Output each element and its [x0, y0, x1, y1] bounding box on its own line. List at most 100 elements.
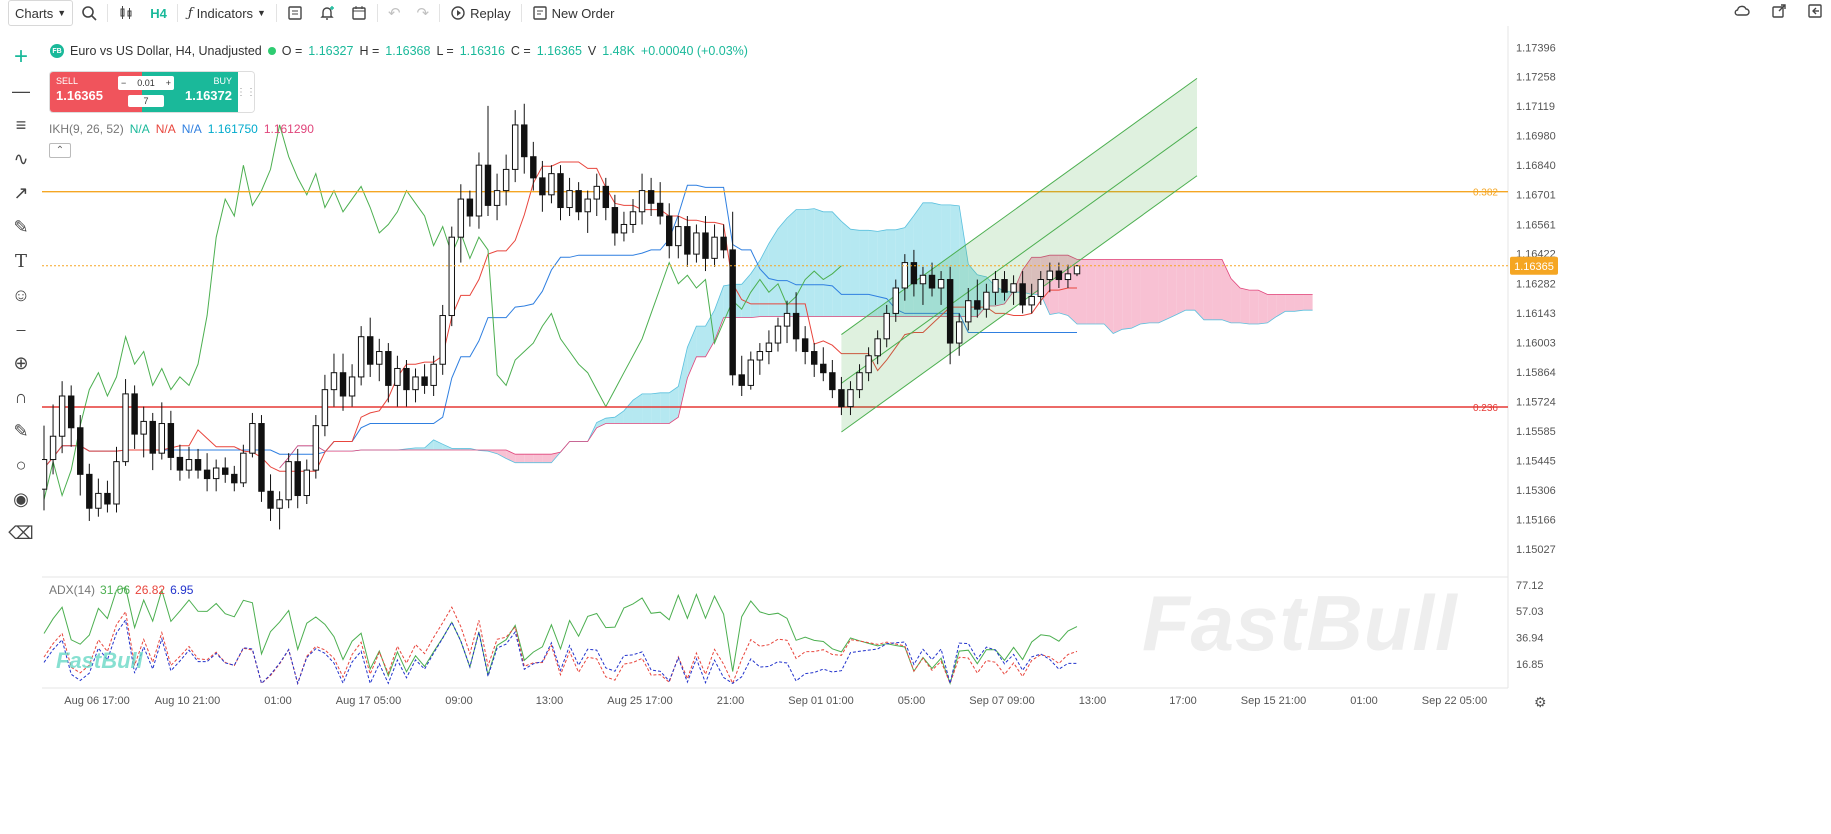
plus-icon[interactable]: +	[165, 78, 171, 88]
candle-body	[412, 376, 419, 391]
candle-body	[158, 423, 166, 454]
ichimoku-value-3: N/A	[181, 122, 202, 136]
candle-body	[856, 372, 863, 391]
adx-name[interactable]: ADX(14)	[49, 583, 96, 597]
channel-middle-line[interactable]	[841, 126, 1198, 384]
charts-dropdown[interactable]: Charts ▼	[8, 0, 74, 26]
candle-body	[584, 198, 591, 213]
chart-area[interactable]: 1.17396 1.17258 1.17119 1.16980 1.16840 1.167…	[42, 26, 1831, 834]
lock-drawings-tool[interactable]: ✎	[0, 414, 42, 448]
function-icon: ƒ	[187, 5, 193, 21]
redo-button[interactable]: ↷	[409, 0, 438, 26]
plus-di-value: 26.82	[135, 583, 166, 597]
emoji-tool[interactable]: ☺	[0, 278, 42, 312]
kumo-cloud-segment	[1086, 259, 1096, 324]
candle-body	[620, 223, 628, 234]
candle-body	[783, 312, 791, 327]
replay-button[interactable]: Replay	[442, 0, 518, 26]
exit-fullscreen-button[interactable]	[1807, 3, 1823, 24]
kumo-cloud-segment	[814, 208, 824, 317]
market-open-dot-icon	[267, 47, 276, 55]
brush-icon: ✎	[13, 216, 29, 237]
candle-body	[475, 164, 483, 217]
timeframe-button[interactable]: H4	[150, 5, 167, 21]
time-tick-label: Sep 01 01:00	[788, 695, 853, 707]
candle-body	[557, 173, 564, 209]
visibility-tool[interactable]: ◉	[0, 482, 42, 516]
kumo-cloud-segment	[1240, 288, 1250, 324]
crosshair-tool[interactable]: +	[0, 40, 42, 74]
candle-body	[484, 164, 492, 206]
kumo-cloud-segment	[696, 326, 706, 357]
templates-button[interactable]	[279, 0, 311, 26]
magnet-tool[interactable]: ∩	[0, 380, 42, 414]
unlock-icon: ○	[15, 454, 27, 475]
ichimoku-name[interactable]: IKH(9, 26, 52)	[49, 122, 124, 136]
candle-body	[1028, 295, 1035, 306]
time-tick-label: 01:00	[1350, 695, 1378, 707]
candle-body	[530, 156, 537, 179]
indicators-button[interactable]: ƒ Indicators ▼	[180, 0, 274, 26]
candle-body	[829, 372, 836, 391]
kumo-cloud-segment	[1095, 259, 1105, 324]
lot-value[interactable]: 0.01	[137, 78, 155, 88]
calendar-button[interactable]	[343, 0, 375, 26]
divider	[275, 4, 277, 22]
kumo-cloud-segment	[841, 221, 851, 317]
adx-legend: ADX(14) 31.06 26.82 6.95	[49, 583, 193, 597]
candle-body	[212, 467, 220, 480]
kumo-cloud-segment	[705, 310, 715, 357]
kumo-cloud-segment	[614, 410, 624, 424]
channel-lower-line[interactable]	[841, 175, 1198, 433]
external-link-icon	[1772, 3, 1786, 18]
kumo-cloud-segment	[1203, 259, 1213, 320]
kumo-cloud-segment	[1158, 259, 1168, 323]
chart-canvas[interactable]: 1.17396 1.17258 1.17119 1.16980 1.16840 1.167…	[42, 26, 1831, 834]
divider	[107, 4, 109, 22]
collapse-indicators-button[interactable]: ⌃	[49, 143, 71, 158]
kumo-cloud-segment	[1077, 259, 1087, 324]
chart-type-button[interactable]	[110, 0, 142, 26]
new-order-button[interactable]: New Order	[524, 0, 623, 26]
candle-body	[403, 367, 410, 391]
kumo-cloud-segment	[632, 393, 643, 424]
zoom-tool[interactable]: ⊕	[0, 346, 42, 380]
text-tool[interactable]: T	[0, 244, 42, 278]
unlock-tool[interactable]: ○	[0, 448, 42, 482]
kumo-cloud-segment	[959, 205, 969, 317]
fib-tool[interactable]: ≡	[0, 108, 42, 142]
price-tick-label: 1.15724	[1516, 397, 1556, 409]
fib-level-label: 0.382	[1473, 188, 1498, 199]
minus-icon[interactable]: −	[121, 78, 127, 88]
candle-body	[774, 325, 782, 344]
undo-button[interactable]: ↶	[380, 0, 409, 26]
candle-body	[874, 338, 881, 357]
channel-upper-line[interactable]	[841, 77, 1198, 335]
price-tick-label: 1.17119	[1516, 101, 1555, 113]
candle-body	[330, 372, 338, 391]
ruler-tool[interactable]: ⎯	[0, 312, 42, 346]
candle-body	[865, 355, 872, 374]
cloud-save-button[interactable]	[1733, 3, 1751, 24]
kumo-cloud-segment	[506, 450, 516, 463]
candle-body	[385, 351, 392, 386]
symbol-title[interactable]: Euro vs US Dollar, H4, Unadjusted	[70, 44, 262, 58]
lot-stepper[interactable]: − 0.01 +	[118, 76, 174, 90]
candle-body	[167, 423, 175, 458]
alert-button[interactable]	[311, 0, 343, 26]
high-value: 1.16368	[385, 44, 431, 58]
share-button[interactable]	[1771, 3, 1787, 24]
chart-settings-button[interactable]: ⚙	[1534, 694, 1547, 711]
search-button[interactable]	[73, 0, 105, 26]
close-value: 1.16365	[536, 44, 582, 58]
kumo-cloud-segment	[741, 273, 751, 318]
pattern-tool[interactable]: ∿	[0, 142, 42, 176]
line-tool[interactable]: —	[0, 74, 42, 108]
candle-body	[910, 262, 918, 285]
brush-tool[interactable]: ✎	[0, 210, 42, 244]
delete-tool[interactable]: ⌫	[0, 516, 42, 550]
time-tick-label: 17:00	[1169, 695, 1197, 707]
forecast-tool[interactable]: ↗	[0, 176, 42, 210]
drag-handle-icon[interactable]: ⋮⋮	[236, 72, 254, 112]
zoom-in-icon: ⊕	[13, 352, 29, 373]
